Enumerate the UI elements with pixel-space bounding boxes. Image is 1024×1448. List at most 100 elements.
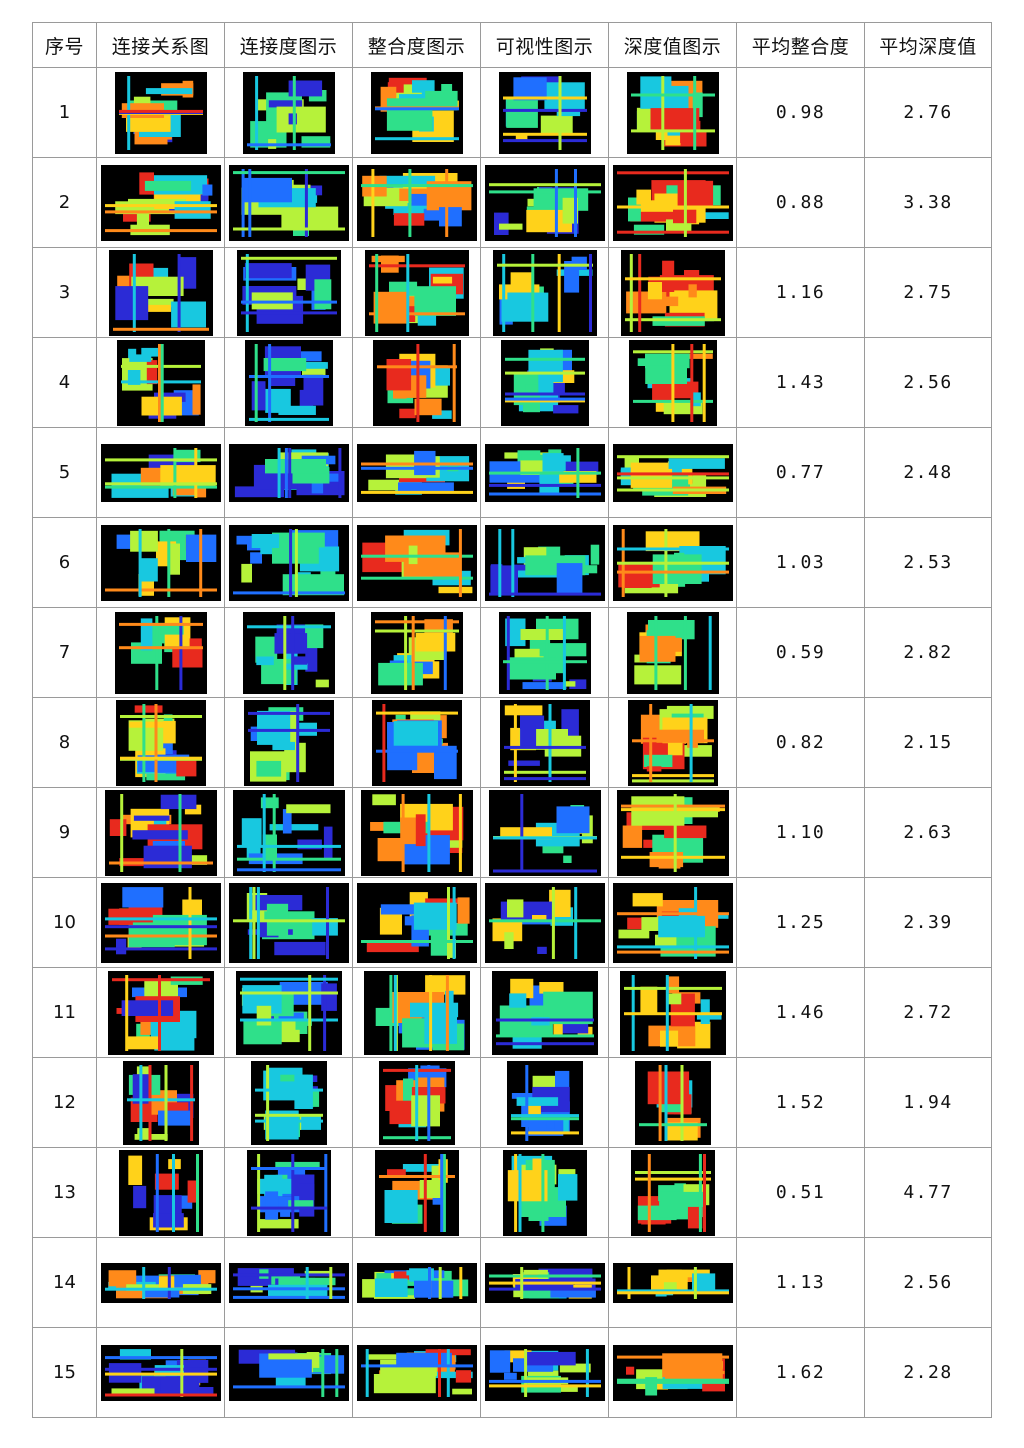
plan-block bbox=[115, 938, 126, 954]
cell-integration-map bbox=[352, 67, 481, 158]
plan-corridor bbox=[631, 778, 714, 782]
plan-corridor bbox=[236, 857, 341, 861]
plan-corridor bbox=[445, 974, 449, 1051]
plan-block bbox=[558, 1385, 578, 1392]
plan-block bbox=[696, 1012, 721, 1020]
row-index: 1 bbox=[32, 67, 97, 158]
plan-block bbox=[277, 405, 316, 415]
cell-integration-map bbox=[352, 517, 481, 608]
plan-block bbox=[366, 940, 419, 952]
plan-block bbox=[280, 206, 338, 228]
plan-block bbox=[438, 586, 472, 593]
plan-corridor bbox=[510, 1130, 579, 1134]
table-row: 8 0.82 2.15 bbox=[32, 697, 992, 788]
cell-connection-relation-map bbox=[96, 967, 225, 1058]
plan-corridor bbox=[236, 844, 341, 848]
avg-depth-value: 2.75 bbox=[864, 247, 992, 338]
plan-corridor bbox=[328, 1266, 332, 1299]
row-index: 7 bbox=[32, 607, 97, 698]
avg-depth-value: 2.53 bbox=[864, 517, 992, 608]
plan-block bbox=[127, 1155, 142, 1185]
plan-block bbox=[288, 350, 322, 361]
plan-corridor bbox=[232, 1384, 345, 1388]
plan-corridor bbox=[573, 886, 577, 959]
plan-corridor bbox=[530, 253, 534, 332]
plan-block bbox=[269, 823, 318, 830]
plan-corridor bbox=[247, 711, 330, 715]
plan-block bbox=[392, 387, 406, 399]
plan-block bbox=[538, 981, 563, 994]
plan-block bbox=[520, 628, 565, 640]
plan-block bbox=[397, 481, 454, 493]
plan-block bbox=[549, 1288, 596, 1298]
avg-integration-value: 0.59 bbox=[736, 607, 865, 698]
plan-corridor bbox=[664, 1064, 667, 1141]
plan-block bbox=[415, 813, 426, 846]
plan-corridor bbox=[277, 447, 281, 498]
floorplan-thumbnail bbox=[356, 1344, 477, 1401]
cell-visibility-map bbox=[480, 1237, 609, 1328]
header-visibility: 可视性图示 bbox=[480, 22, 609, 68]
plan-block bbox=[451, 1388, 472, 1394]
plan-block bbox=[424, 974, 465, 995]
plan-corridor bbox=[254, 1113, 323, 1117]
plan-corridor bbox=[232, 1272, 345, 1276]
plan-block bbox=[559, 1363, 591, 1372]
plan-block bbox=[315, 679, 329, 687]
plan-corridor bbox=[265, 1064, 269, 1141]
floorplan-thumbnail bbox=[236, 249, 341, 336]
plan-block bbox=[143, 979, 178, 998]
table-row: 4 1.43 2.56 bbox=[32, 337, 992, 428]
plan-block bbox=[639, 635, 675, 662]
floorplan-thumbnail bbox=[371, 699, 462, 786]
row-index: 4 bbox=[32, 337, 97, 428]
plan-block bbox=[287, 1199, 313, 1206]
plan-corridor bbox=[104, 1287, 217, 1291]
plan-block bbox=[144, 298, 174, 307]
plan-block bbox=[510, 271, 532, 285]
plan-corridor bbox=[689, 343, 693, 422]
plan-block bbox=[658, 1269, 710, 1277]
cell-connectivity-map bbox=[224, 1237, 353, 1328]
avg-integration-value: 0.82 bbox=[736, 697, 865, 788]
cell-connection-relation-map bbox=[96, 1057, 225, 1148]
cell-visibility-map bbox=[480, 337, 609, 428]
plan-corridor bbox=[444, 168, 448, 237]
plan-block bbox=[386, 358, 411, 390]
plan-block bbox=[668, 457, 725, 469]
table-row: 14 1.13 2.56 bbox=[32, 1237, 992, 1328]
plan-corridor bbox=[254, 1119, 323, 1123]
plan-block bbox=[371, 793, 396, 805]
plan-block bbox=[244, 262, 292, 278]
floorplan-thumbnail bbox=[100, 443, 221, 502]
plan-corridor bbox=[620, 807, 725, 811]
plan-block bbox=[251, 533, 279, 548]
plan-corridor bbox=[698, 1153, 702, 1232]
plan-corridor bbox=[138, 1064, 142, 1141]
floorplan-thumbnail bbox=[370, 611, 463, 694]
plan-block bbox=[109, 818, 126, 836]
plan-corridor bbox=[104, 1367, 217, 1371]
plan-block bbox=[522, 681, 566, 689]
plan-block bbox=[556, 805, 589, 833]
floorplan-thumbnail bbox=[100, 164, 221, 241]
plan-block bbox=[520, 454, 553, 461]
plan-corridor bbox=[232, 918, 345, 922]
plan-block bbox=[505, 97, 538, 128]
plan-corridor bbox=[702, 1153, 706, 1232]
floorplan-thumbnail bbox=[612, 1262, 733, 1303]
floorplan-thumbnail bbox=[612, 443, 733, 502]
plan-corridor bbox=[458, 528, 462, 597]
plan-corridor bbox=[492, 835, 597, 839]
cell-visibility-map bbox=[480, 1147, 609, 1238]
plan-block bbox=[512, 76, 547, 100]
cell-connection-relation-map bbox=[96, 67, 225, 158]
plan-block bbox=[653, 381, 698, 398]
plan-block bbox=[133, 815, 169, 821]
plan-block bbox=[498, 223, 522, 230]
avg-depth-value: 2.76 bbox=[864, 67, 992, 158]
plan-block bbox=[663, 1281, 677, 1292]
plan-block bbox=[142, 1287, 179, 1297]
plan-block bbox=[531, 914, 546, 920]
plan-corridor bbox=[557, 253, 561, 332]
